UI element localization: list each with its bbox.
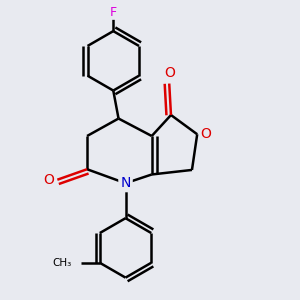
Text: N: N bbox=[120, 176, 131, 190]
Text: CH₃: CH₃ bbox=[52, 258, 72, 268]
Text: O: O bbox=[164, 66, 175, 80]
Text: O: O bbox=[43, 173, 54, 187]
Text: F: F bbox=[110, 6, 117, 19]
Text: O: O bbox=[201, 127, 212, 141]
